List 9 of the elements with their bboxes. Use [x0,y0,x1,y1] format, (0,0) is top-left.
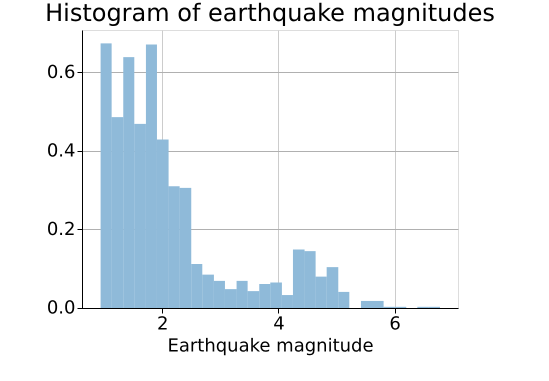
x-axis-title: Earthquake magnitude [167,336,374,356]
y-tick-label: 0.0 [46,298,76,318]
y-tick-label: 0.6 [46,62,76,83]
y-tick-label: 0.2 [46,218,76,240]
x-tick-label: 6 [389,314,401,334]
x-tick-label: 4 [273,314,285,334]
chart-title: Histogram of earthquake magnitudes [45,0,495,27]
x-tick-label: 2 [156,314,168,334]
y-tick-label: 0.4 [46,140,76,162]
